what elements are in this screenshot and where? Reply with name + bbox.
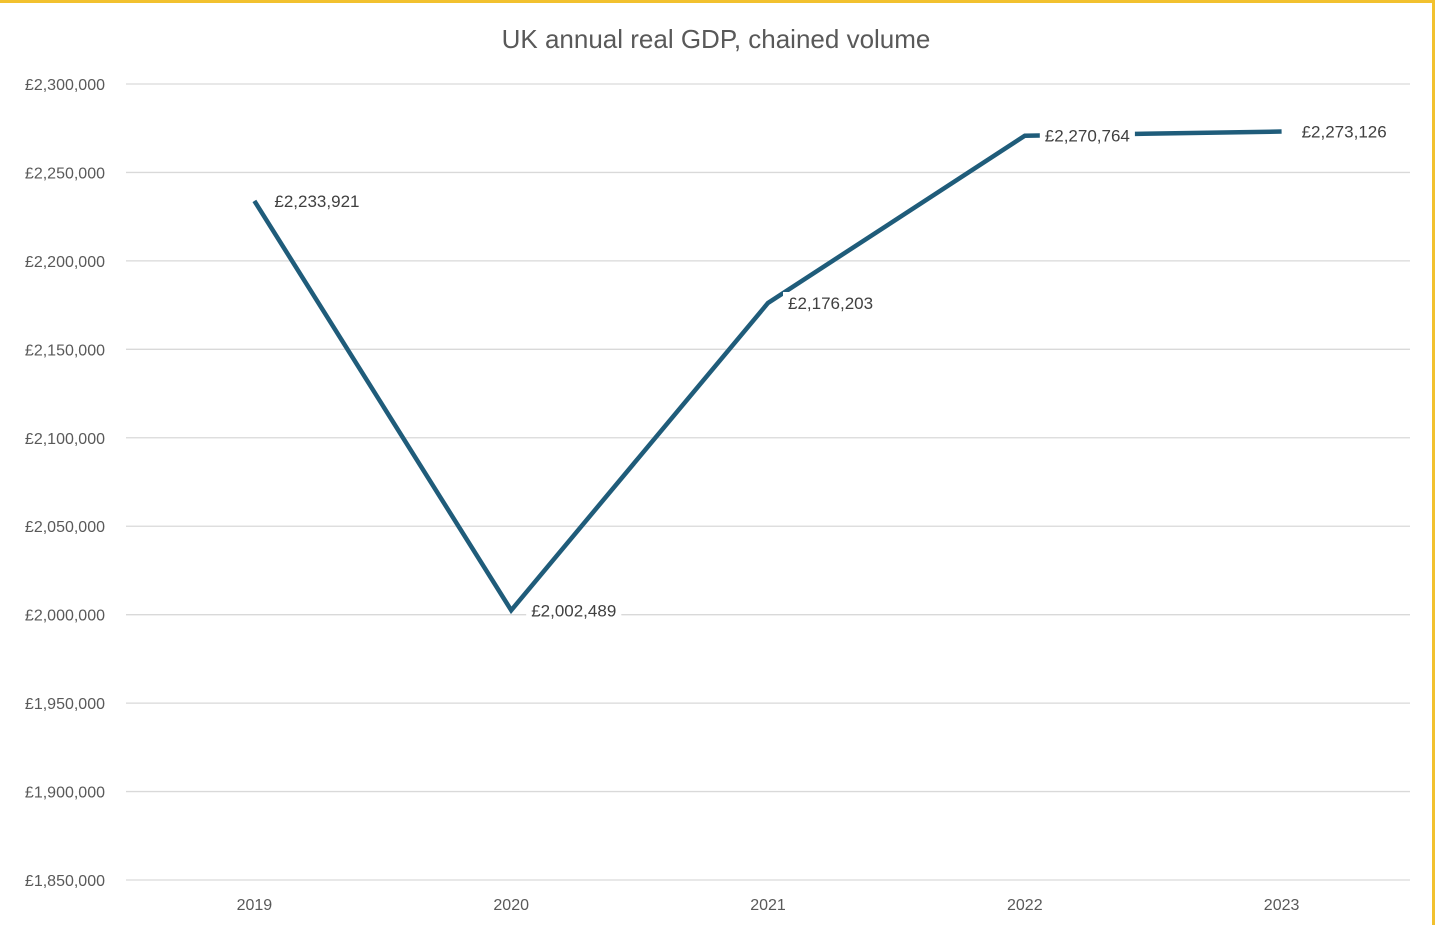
gridlines bbox=[126, 83, 1410, 881]
data-label: £2,002,489 bbox=[531, 601, 616, 620]
y-tick-label: £1,950,000 bbox=[25, 696, 105, 713]
data-labels: £2,233,921 £2,002,489 £2,176,203 £2,270,764… bbox=[269, 120, 1392, 623]
x-tick-label: 2019 bbox=[237, 897, 273, 914]
y-tick-label: £2,250,000 bbox=[25, 165, 105, 182]
y-tick-label: £2,000,000 bbox=[25, 608, 105, 625]
data-label-background bbox=[1039, 124, 1135, 148]
data-label: £2,233,921 bbox=[274, 192, 359, 211]
y-tick-label: £1,900,000 bbox=[25, 785, 105, 802]
y-tick-label: £2,150,000 bbox=[25, 342, 105, 359]
data-label-background bbox=[1296, 120, 1392, 144]
data-label: £2,270,764 bbox=[1045, 127, 1130, 146]
data-label-background bbox=[269, 189, 365, 213]
data-label-background bbox=[526, 599, 622, 623]
x-tick-label: 2023 bbox=[1264, 897, 1300, 914]
data-label: £2,176,203 bbox=[788, 294, 873, 313]
data-label-group: £2,002,489 bbox=[526, 599, 622, 623]
chart-title: UK annual real GDP, chained volume bbox=[502, 24, 931, 54]
data-label-group: £2,233,921 bbox=[269, 189, 365, 213]
line-chart: £1,850,000 £1,900,000 £1,950,000 £2,000,000… bbox=[25, 24, 1410, 914]
x-axis: 2019 2020 2021 2022 2023 bbox=[237, 897, 1300, 914]
x-tick-label: 2020 bbox=[493, 897, 529, 914]
data-label: £2,273,126 bbox=[1302, 123, 1387, 142]
y-axis: £1,850,000 £1,900,000 £1,950,000 £2,000,000… bbox=[25, 77, 105, 890]
series-line-group bbox=[252, 129, 1282, 615]
x-tick-label: 2021 bbox=[750, 897, 786, 914]
series-line bbox=[252, 129, 1282, 615]
x-tick-label: 2022 bbox=[1007, 897, 1043, 914]
y-tick-label: £2,200,000 bbox=[25, 254, 105, 271]
y-tick-label: £2,050,000 bbox=[25, 519, 105, 536]
data-label-group: £2,270,764 bbox=[1039, 124, 1135, 148]
data-label-group: £2,176,203 bbox=[783, 291, 879, 315]
y-tick-label: £2,100,000 bbox=[25, 431, 105, 448]
y-tick-label: £1,850,000 bbox=[25, 873, 105, 890]
data-label-group: £2,273,126 bbox=[1296, 120, 1392, 144]
data-label-background bbox=[783, 291, 879, 315]
y-tick-label: £2,300,000 bbox=[25, 77, 105, 94]
